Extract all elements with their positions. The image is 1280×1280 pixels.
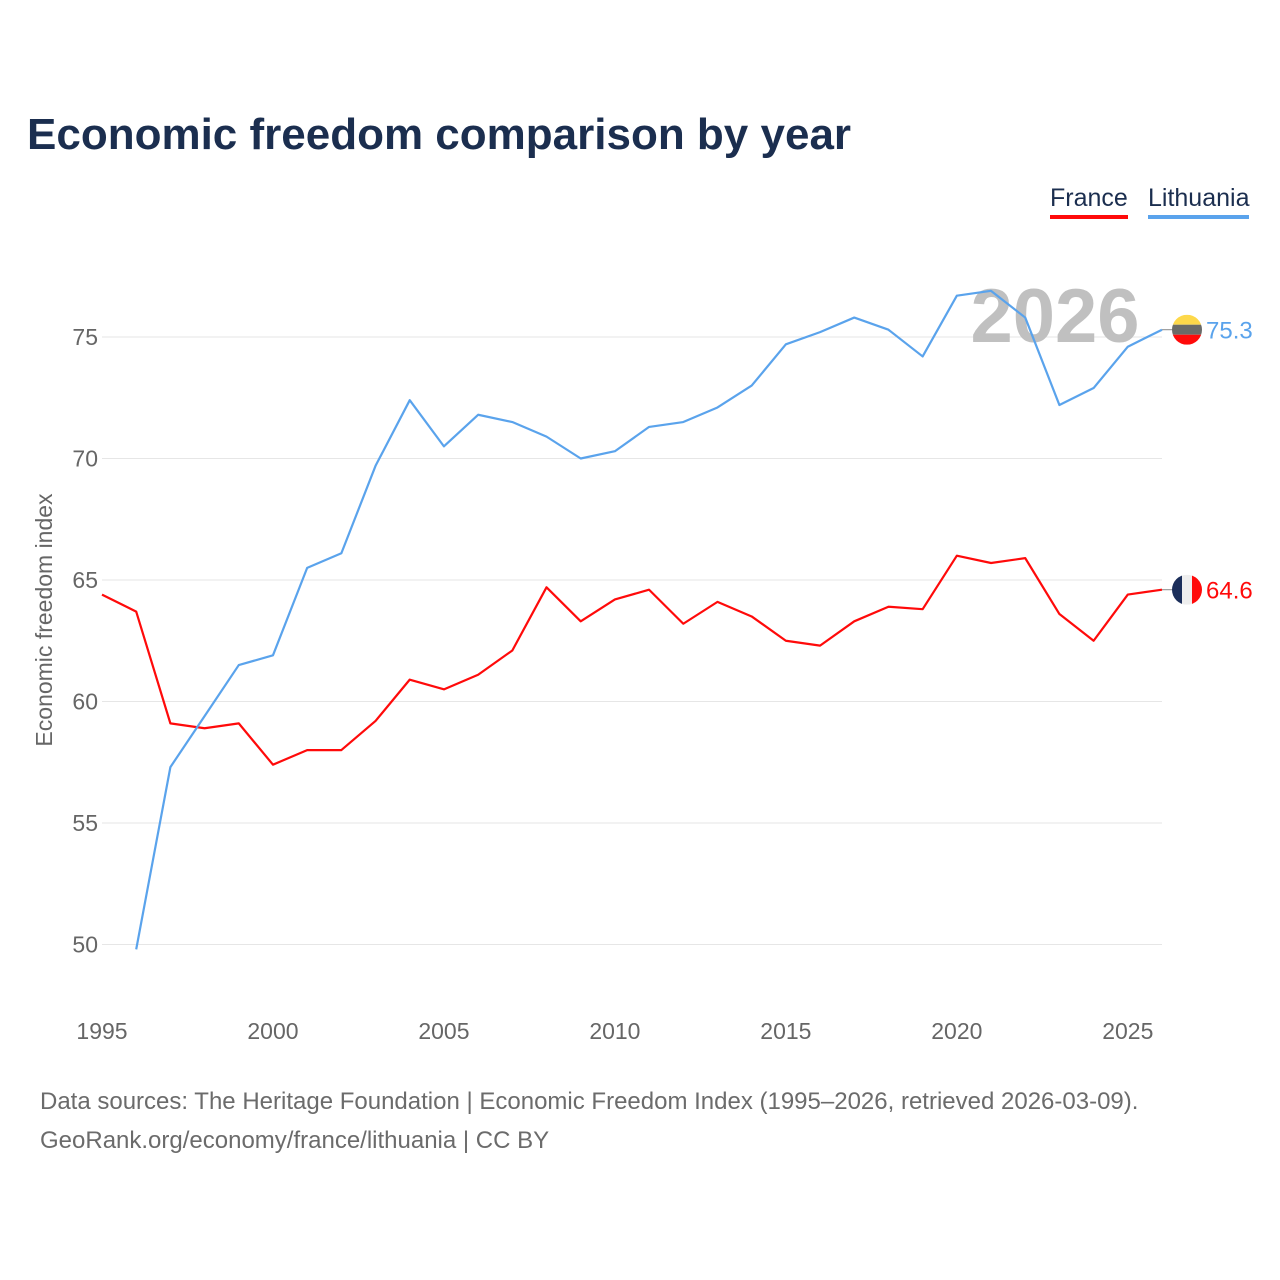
data-sources: Data sources: The Heritage Foundation | …: [40, 1088, 1139, 1115]
y-axis-label: Economic freedom index: [31, 493, 57, 747]
y-tick-label: 55: [72, 810, 98, 836]
y-tick-label: 75: [72, 324, 98, 350]
x-tick-label: 2000: [247, 1018, 298, 1044]
y-tick-label: 70: [72, 446, 98, 472]
x-tick-label: 2005: [418, 1018, 469, 1044]
france-flag-icon: [1172, 574, 1202, 605]
series-line-france: [101, 554, 1163, 766]
end-value-label: 64.6: [1206, 578, 1253, 605]
x-tick-label: 2010: [589, 1018, 640, 1044]
legend-france[interactable]: France: [1050, 184, 1128, 219]
y-tick-label: 60: [72, 689, 98, 715]
x-tick-label: 2020: [931, 1018, 982, 1044]
y-tick-label: 50: [72, 932, 98, 958]
attribution-link[interactable]: GeoRank.org/economy/france/lithuania | C…: [40, 1127, 550, 1154]
legend-lithuania[interactable]: Lithuania: [1148, 184, 1250, 219]
x-tick-label: 2015: [760, 1018, 811, 1044]
end-value-label: 75.3: [1206, 318, 1253, 345]
year-watermark: 2026: [970, 274, 1139, 359]
chart-title: Economic freedom comparison by year: [27, 110, 852, 159]
lithuania-flag-icon: [1172, 314, 1202, 345]
x-tick-label: 1995: [76, 1018, 127, 1044]
x-tick-label: 2025: [1102, 1018, 1153, 1044]
y-tick-label: 65: [72, 567, 98, 593]
series-line-lithuania: [135, 289, 1163, 950]
